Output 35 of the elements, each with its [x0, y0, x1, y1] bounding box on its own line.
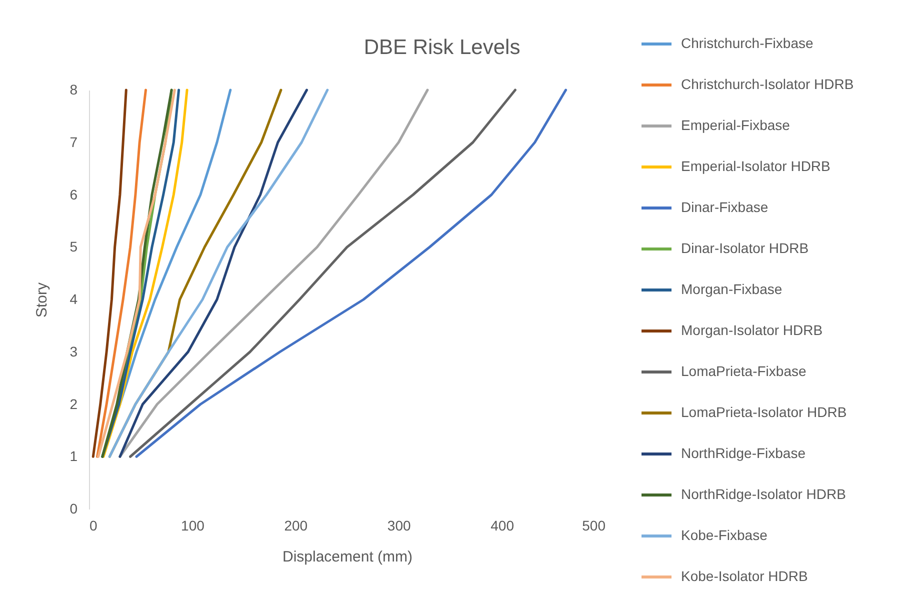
legend-label: Emperial-Isolator HDRB [681, 158, 830, 174]
y-tick-label: 8 [70, 82, 78, 98]
x-tick-label: 500 [582, 518, 606, 534]
y-tick-label: 2 [70, 396, 78, 412]
legend-label: Christchurch-Isolator HDRB [681, 76, 854, 92]
x-tick-label: 400 [490, 518, 514, 534]
x-axis-title: Displacement (mm) [282, 548, 413, 566]
line-series [96, 88, 148, 458]
line-series [118, 88, 429, 458]
legend-label: Kobe-Fixbase [681, 527, 768, 543]
y-tick-label: 1 [70, 448, 78, 464]
legend-label: NorthRidge-Isolator HDRB [681, 486, 846, 502]
legend-label: NorthRidge-Fixbase [681, 445, 806, 461]
legend-label: Christchurch-Fixbase [681, 35, 814, 51]
x-tick-label: 200 [284, 518, 308, 534]
x-tick-label: 0 [90, 518, 98, 534]
legend-label: Morgan-Isolator HDRB [681, 322, 823, 338]
legend-label: Emperial-Fixbase [681, 117, 790, 133]
y-tick-label: 6 [70, 186, 78, 202]
legend-label: LomaPrieta-Fixbase [681, 363, 806, 379]
y-tick-label: 0 [70, 500, 78, 516]
y-tick-label: 7 [70, 134, 78, 150]
legend-label: Morgan-Fixbase [681, 281, 782, 297]
x-tick-label: 300 [387, 518, 411, 534]
x-tick-label: 100 [181, 518, 205, 534]
legend-label: Dinar-Isolator HDRB [681, 240, 809, 256]
y-tick-label: 3 [70, 343, 78, 360]
line-series [92, 88, 128, 458]
legend-label: Kobe-Isolator HDRB [681, 568, 808, 584]
y-tick-label: 4 [70, 291, 78, 307]
legend-label: Dinar-Fixbase [681, 199, 768, 215]
y-tick-label: 5 [70, 238, 78, 255]
legend-label: LomaPrieta-Isolator HDRB [681, 404, 847, 420]
y-axis-title: Story [34, 282, 51, 318]
chart-title: DBE Risk Levels [364, 36, 520, 59]
